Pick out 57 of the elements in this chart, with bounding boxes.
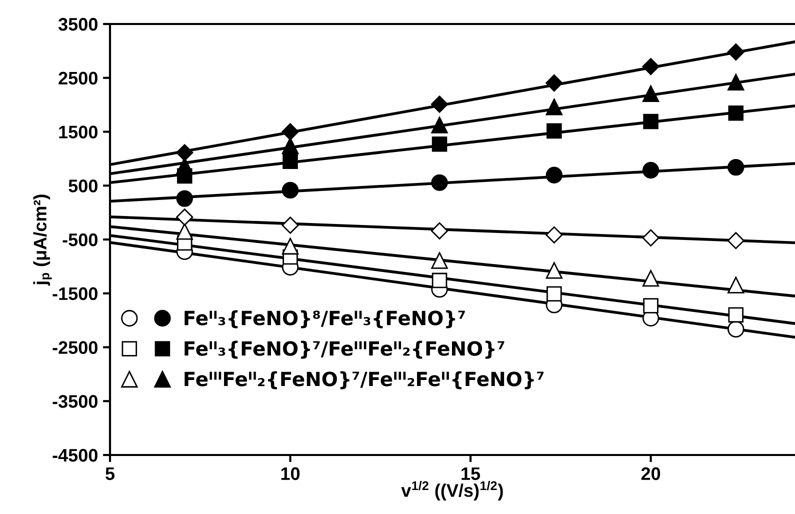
- x-tick-label: 15: [462, 467, 480, 480]
- point: [728, 106, 744, 121]
- point: [282, 137, 299, 154]
- point: [642, 270, 660, 287]
- point: [546, 74, 563, 92]
- y-tick-label: 500: [68, 180, 98, 192]
- y-tick-label: -500: [62, 233, 98, 246]
- point: [546, 123, 562, 139]
- x-axis-title: v$^{1/2}$ ((V/s)$^{1/2}$): [401, 480, 503, 500]
- y-tick-label: -4500: [52, 448, 98, 462]
- point: [728, 320, 744, 338]
- point: [728, 307, 744, 323]
- y-tick-label: -3500: [52, 395, 98, 408]
- point: [282, 216, 299, 234]
- point: [642, 85, 660, 102]
- point: [282, 154, 298, 170]
- point: [642, 58, 660, 76]
- point: [431, 116, 448, 134]
- point: [546, 262, 562, 279]
- point: [430, 96, 448, 113]
- point: [432, 272, 448, 288]
- y-tick-label: 1500: [59, 126, 98, 138]
- point: [431, 252, 448, 269]
- point: [431, 174, 448, 191]
- point: [176, 190, 193, 207]
- y-tick-label: 2500: [58, 72, 98, 85]
- legend-label: FeᴵᴵᴵFeᴵᴵ₂{FeNO}⁷/Feᴵᴵᴵ₂Feᴵᴵ{FeNO}⁷: [184, 371, 544, 390]
- point: [546, 226, 563, 244]
- point: [642, 162, 660, 179]
- point: [728, 74, 744, 91]
- point: [282, 238, 299, 255]
- point: [176, 208, 194, 226]
- point: [643, 298, 658, 314]
- y-tick-label: 3500: [58, 18, 98, 31]
- point: [432, 136, 448, 152]
- point: [430, 222, 448, 240]
- point: [282, 182, 299, 199]
- point: [176, 223, 193, 240]
- legend-label: Feᴵᴵ₃{FeNO}⁸/Feᴵᴵ₃{FeNO}⁷: [184, 310, 465, 328]
- point: [642, 229, 660, 246]
- x-tick-label: 20: [641, 467, 660, 480]
- point: [727, 43, 744, 61]
- x-tick-label: 10: [281, 467, 300, 480]
- point: [546, 98, 562, 116]
- point: [176, 144, 194, 162]
- y-axis-title: j$_{p}$ (μA/cm²): [33, 194, 52, 286]
- point: [643, 114, 658, 130]
- point: [728, 158, 744, 176]
- point: [546, 286, 562, 302]
- legend-label: Feᴵᴵ₃{FeNO}⁷/FeᴵᴵᴵFeᴵᴵ₂{FeNO}⁷: [184, 340, 504, 359]
- point: [546, 166, 562, 184]
- y-tick-label: -2500: [52, 341, 98, 354]
- point: [728, 276, 744, 294]
- y-tick-label: -1500: [52, 287, 98, 300]
- point: [727, 232, 744, 250]
- point: [282, 123, 299, 140]
- x-tick-label: 5: [106, 467, 115, 480]
